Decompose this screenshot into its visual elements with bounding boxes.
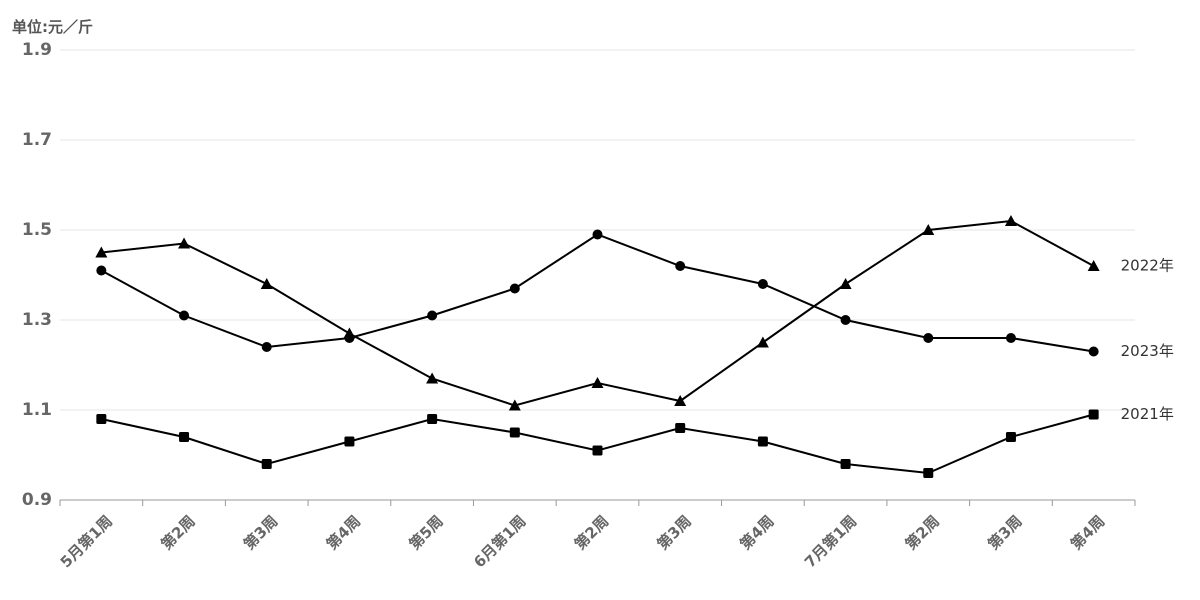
- point: [1005, 432, 1016, 442]
- y-tick-label: 0.9: [22, 490, 52, 510]
- point: [1004, 215, 1017, 226]
- point: [179, 310, 190, 321]
- point: [1088, 346, 1099, 357]
- x-tick-label: 第4周: [1067, 512, 1108, 553]
- point: [840, 315, 851, 325]
- x-tick-label: 第2周: [571, 512, 612, 553]
- series-line: [101, 413, 1094, 475]
- point: [96, 265, 107, 276]
- point: [96, 414, 107, 424]
- point: [344, 436, 355, 447]
- series-label: 2023年: [1121, 342, 1174, 360]
- x-tick-label: 第2周: [902, 512, 943, 553]
- point: [509, 427, 520, 438]
- point: [178, 237, 191, 249]
- point: [922, 224, 935, 235]
- y-axis-label: 单位:元／斤: [12, 18, 93, 36]
- x-tick-label: 第3周: [984, 512, 1025, 553]
- point: [592, 445, 603, 456]
- point: [508, 399, 521, 411]
- point: [756, 336, 769, 348]
- series-line: [100, 233, 1094, 353]
- x-tick-label: 第3周: [240, 512, 281, 553]
- point: [923, 468, 934, 478]
- x-tick-label: 第4周: [736, 512, 777, 553]
- y-tick-label: 1.5: [22, 220, 52, 240]
- point: [757, 279, 768, 289]
- x-tick-label: 6月第1周: [470, 512, 529, 571]
- point: [95, 246, 108, 258]
- x-tick-label: 5月第1周: [57, 512, 116, 571]
- point: [1005, 333, 1016, 343]
- y-tick-label: 1.7: [22, 130, 52, 150]
- point: [839, 278, 852, 289]
- x-tick-label: 7月第1周: [801, 512, 860, 571]
- point: [1087, 260, 1100, 271]
- point: [591, 377, 604, 388]
- y-tick-label: 1.1: [22, 400, 52, 420]
- point: [923, 333, 934, 343]
- point: [509, 283, 520, 294]
- point: [261, 459, 272, 469]
- point: [344, 333, 355, 343]
- point: [260, 278, 273, 289]
- y-tick-label: 1.3: [22, 310, 52, 330]
- x-tick-label: 第4周: [323, 512, 364, 553]
- series-label: 2022年: [1121, 257, 1174, 275]
- x-tick-label: 第3周: [654, 512, 695, 553]
- point: [675, 423, 686, 433]
- x-tick-label: 第2周: [157, 512, 198, 553]
- point: [840, 459, 851, 469]
- point: [427, 414, 438, 424]
- point: [757, 436, 768, 447]
- point: [1088, 409, 1099, 420]
- point: [179, 432, 190, 442]
- point: [592, 229, 603, 240]
- x-tick-label: 第5周: [406, 512, 447, 553]
- y-tick-label: 1.9: [22, 40, 52, 60]
- point: [674, 395, 687, 406]
- series-label: 2021年: [1121, 405, 1174, 423]
- point: [261, 342, 272, 352]
- point: [675, 261, 686, 271]
- point: [427, 310, 438, 321]
- point: [426, 372, 439, 384]
